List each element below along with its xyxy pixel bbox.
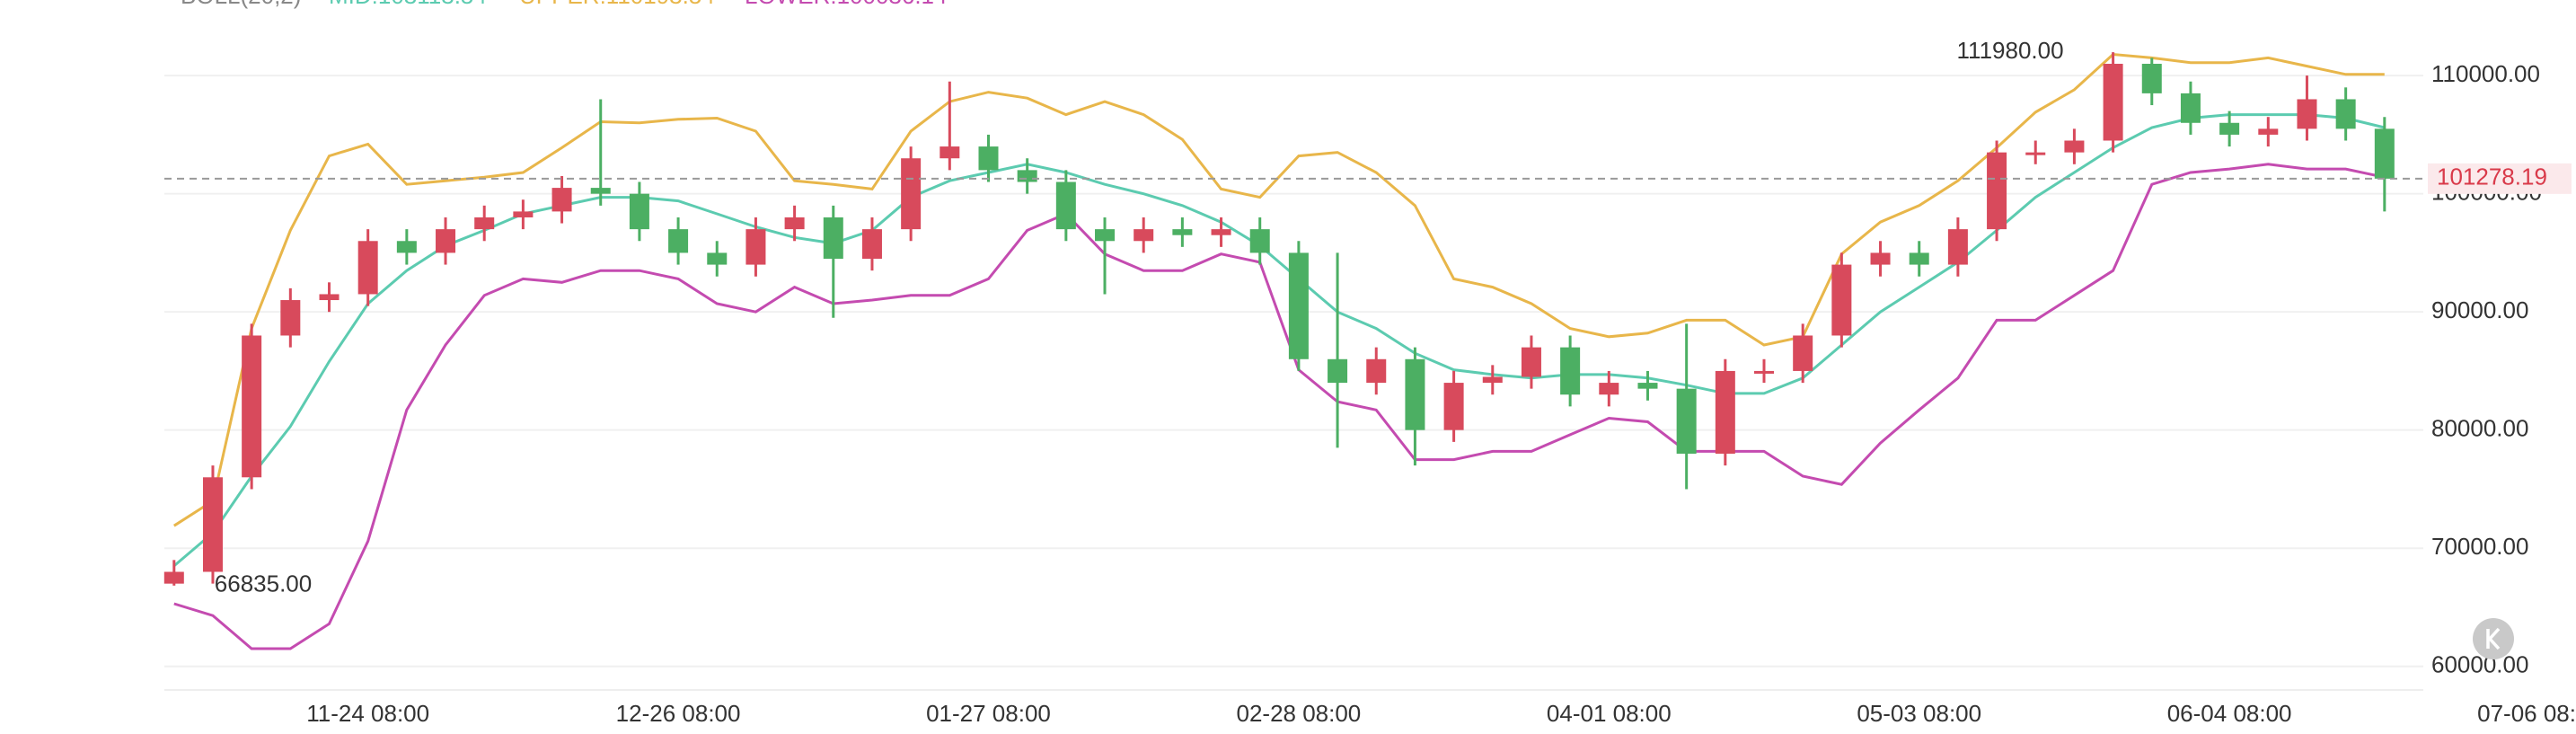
candle-body [1831,264,1852,336]
candle-body [474,217,495,230]
indicator-legend: UPPER:110193.54 [519,0,715,9]
candle-body [1055,181,1076,230]
y-tick-label: 110000.00 [2431,60,2540,87]
extreme-label: 111980.00 [1957,37,2064,64]
candle-body [978,146,999,171]
candle-body [1870,252,1891,265]
candle-body [2103,64,2123,141]
x-tick-label: 07-06 08:00 [2477,700,2576,727]
candle-body [2258,128,2279,135]
candle-body [1443,383,1464,430]
x-tick-label: 11-24 08:00 [306,700,429,727]
candle-body [901,158,922,230]
candle-body [242,335,262,478]
candle-body [668,229,689,253]
indicator-legend: LOWER:100036.14 [745,0,947,9]
candle-body [1095,229,1116,242]
band-line [173,163,2386,650]
candle-body [1560,347,1581,395]
indicator-legend: MID:103113.54 [329,0,487,9]
x-tick-label: 04-01 08:00 [1547,700,1672,727]
candle-body [1637,383,1658,389]
candle-body [436,229,456,253]
candle-body [823,217,843,259]
scroll-to-latest-button[interactable] [2473,618,2514,659]
candle-body [1249,229,1270,253]
candle-body [1947,229,1968,265]
candle-body [396,241,417,253]
candle-body [2064,140,2085,153]
y-tick-label: 80000.00 [2431,415,2528,442]
candle-body [1211,229,1231,235]
candle-body [319,294,340,301]
y-tick-label: 70000.00 [2431,533,2528,560]
candle-body [1521,347,1541,377]
candle-body [629,193,649,230]
candle-body [2025,152,2046,155]
y-tick-label: 90000.00 [2431,296,2528,323]
candle-body [1793,335,1813,371]
candle-body [2141,64,2162,93]
candle-body [2374,128,2395,179]
indicator-legend: BOLL(20,2) [181,0,301,9]
candle-body [2219,122,2240,135]
candle-body [1288,252,1309,359]
candle-body [1172,229,1193,235]
candle-body [1366,358,1387,384]
extreme-label: 66835.00 [215,570,312,597]
candle-body [163,571,184,584]
band-line [172,52,2385,527]
candle-body [1599,383,1619,395]
candle-body [2297,99,2317,129]
candle-body [513,211,534,217]
last-price-box [2428,163,2572,194]
candle-body [2335,99,2356,129]
candle-body [707,252,728,265]
candle-body [1909,252,1929,265]
x-tick-label: 02-28 08:00 [1236,700,1361,727]
candle-body [202,477,223,572]
candle-body [280,300,301,336]
x-tick-label: 01-27 08:00 [926,700,1051,727]
candle-body [940,146,960,159]
candle-body [1134,229,1154,242]
candle-body [1676,388,1697,454]
candle-body [357,241,378,295]
candle-body [1715,370,1735,454]
candle-body [1482,376,1503,384]
candle-body [784,217,805,230]
candle-body [1754,370,1775,374]
band-line [172,113,2386,568]
x-tick-label: 05-03 08:00 [1857,700,1981,727]
candle-body [590,188,611,194]
candle-body [1987,152,2007,230]
x-tick-label: 06-04 08:00 [2167,700,2292,727]
last-price-label: 101278.19 [2437,164,2547,190]
candle-body [2180,93,2201,123]
candle-body [861,229,882,259]
candle-body [1328,358,1348,384]
candle-body [551,188,572,212]
y-tick-label: 60000.00 [2431,651,2528,678]
candle-body [1017,170,1037,182]
x-tick-label: 12-26 08:00 [616,700,741,727]
candle-body [1405,358,1425,430]
candle-body [745,229,766,265]
